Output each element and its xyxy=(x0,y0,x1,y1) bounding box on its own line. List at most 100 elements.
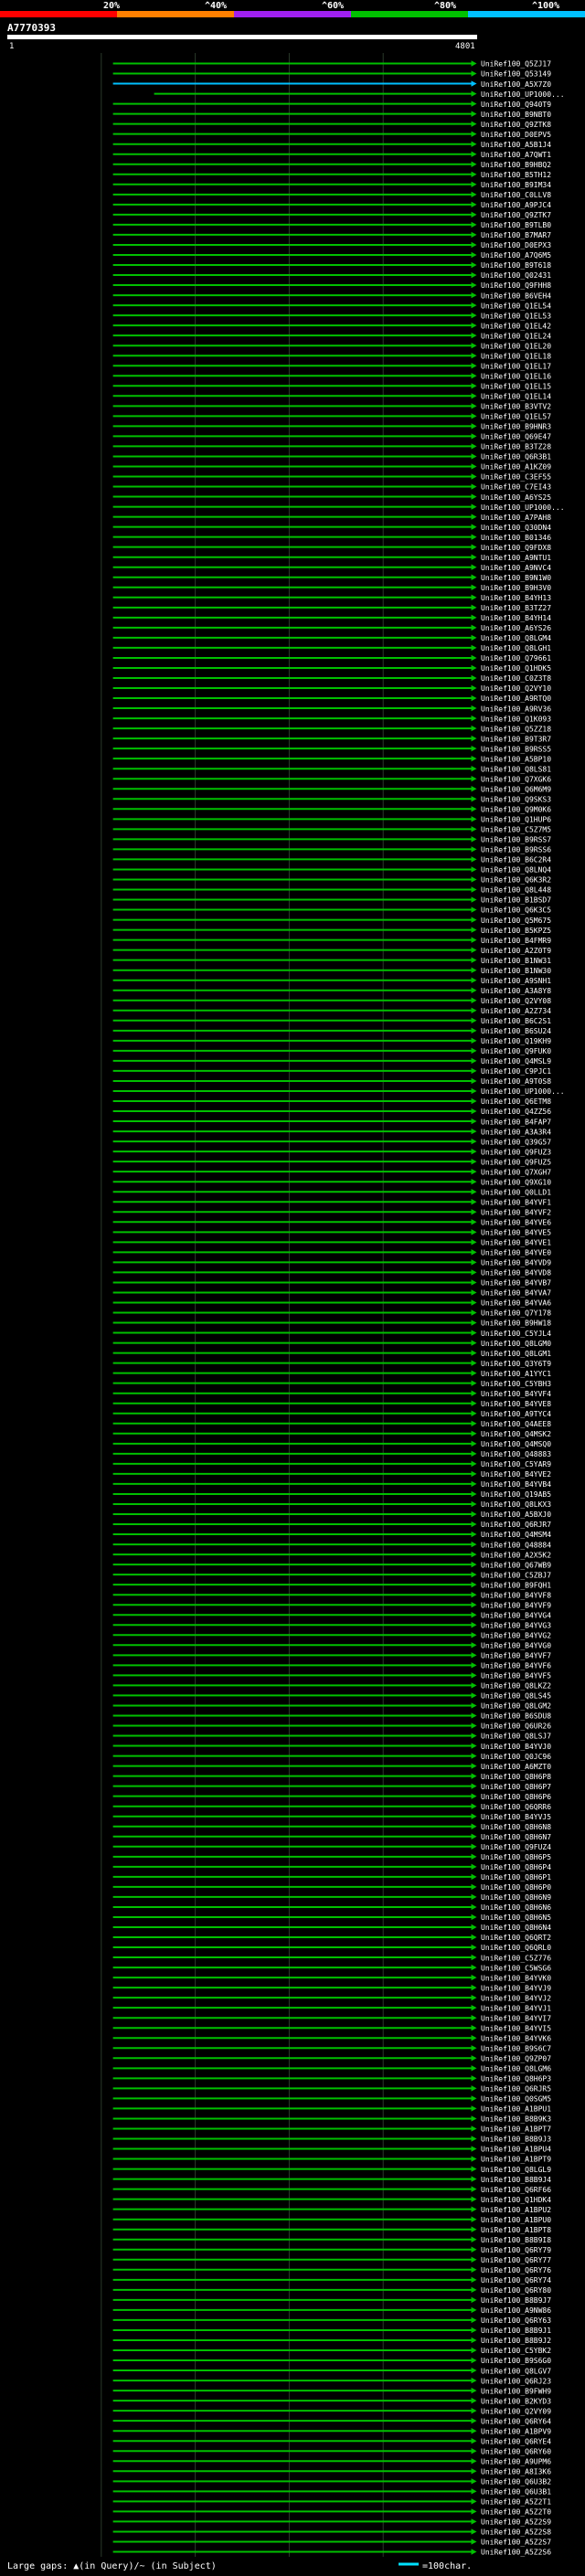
hit-row[interactable]: UniRef100_B9IM34 xyxy=(112,181,552,189)
hit-row[interactable]: UniRef100_Q6K3R2 xyxy=(112,876,552,885)
hit-label[interactable]: UniRef100_Q7XGH7 xyxy=(481,1168,551,1176)
hit-label[interactable]: UniRef100_B8B9J2 xyxy=(481,2337,551,2345)
hit-label[interactable]: UniRef100_Q1HDK5 xyxy=(481,664,551,673)
hit-row[interactable]: UniRef100_B4YVB7 xyxy=(112,1279,552,1288)
hit-label[interactable]: UniRef100_B4YVE2 xyxy=(481,1470,551,1479)
hit-label[interactable]: UniRef100_Q6U3B1 xyxy=(481,2488,551,2496)
hit-row[interactable]: UniRef100_Q4MSK2 xyxy=(112,1430,552,1438)
hit-row[interactable]: UniRef100_B9RSS5 xyxy=(112,745,552,753)
hit-label[interactable]: UniRef100_UP1000... xyxy=(481,504,565,512)
hit-row[interactable]: UniRef100_A6YS25 xyxy=(112,493,552,502)
hit-label[interactable]: UniRef100_B4FMR9 xyxy=(481,937,551,945)
hit-label[interactable]: UniRef100_B5KPZ5 xyxy=(481,927,551,935)
hit-label[interactable]: UniRef100_B4YVE1 xyxy=(481,1239,551,1247)
hit-label[interactable]: UniRef100_Q2VY09 xyxy=(481,2407,551,2415)
hit-row[interactable]: UniRef100_A5B1J4 xyxy=(112,141,552,149)
hit-row[interactable]: UniRef100_B4YVE2 xyxy=(112,1470,552,1479)
hit-label[interactable]: UniRef100_Q4ZZ56 xyxy=(481,1108,551,1116)
hit-label[interactable]: UniRef100_A9PJC4 xyxy=(481,201,551,209)
hit-row[interactable]: UniRef100_UP1000... xyxy=(154,90,565,99)
hit-row[interactable]: UniRef100_Q8H6P0 xyxy=(112,1883,552,1892)
hit-row[interactable]: UniRef100_Q8LNQ4 xyxy=(112,866,552,875)
hit-label[interactable]: UniRef100_C0Z3T8 xyxy=(481,674,551,683)
hit-row[interactable]: UniRef100_Q30DN4 xyxy=(112,524,552,532)
hit-label[interactable]: UniRef100_UP1000... xyxy=(481,90,565,99)
hit-label[interactable]: UniRef100_Q69E47 xyxy=(481,433,551,441)
hit-row[interactable]: UniRef100_Q9ZTK7 xyxy=(112,211,552,219)
hit-label[interactable]: UniRef100_Q7XGK6 xyxy=(481,775,551,783)
hit-label[interactable]: UniRef100_Q8LNQ4 xyxy=(481,866,551,875)
hit-label[interactable]: UniRef100_B4YH13 xyxy=(481,594,551,602)
hit-label[interactable]: UniRef100_B4YVB4 xyxy=(481,1480,551,1489)
hit-label[interactable]: UniRef100_B6C2R4 xyxy=(481,856,551,864)
hit-row[interactable]: UniRef100_Q6QRT2 xyxy=(112,1934,552,1942)
hit-row[interactable]: UniRef100_A9UPM6 xyxy=(112,2457,552,2465)
hit-row[interactable]: UniRef100_B4YVG4 xyxy=(112,1611,552,1619)
hit-row[interactable]: UniRef100_B9FWH9 xyxy=(112,2387,552,2395)
hit-row[interactable]: UniRef100_Q4MSM4 xyxy=(112,1531,552,1539)
hit-row[interactable]: UniRef100_B7MAR7 xyxy=(112,231,552,239)
hit-label[interactable]: UniRef100_Q9FHH8 xyxy=(481,281,551,290)
hit-label[interactable]: UniRef100_Q8H6P8 xyxy=(481,1773,551,1781)
hit-label[interactable]: UniRef100_Q6RY79 xyxy=(481,2246,551,2254)
hit-label[interactable]: UniRef100_A9T0S8 xyxy=(481,1077,551,1086)
hit-row[interactable]: UniRef100_B4YVK6 xyxy=(112,2034,552,2042)
hit-row[interactable]: UniRef100_B9RSS6 xyxy=(112,846,552,854)
hit-label[interactable]: UniRef100_Q79661 xyxy=(481,654,551,663)
hit-label[interactable]: UniRef100_C5YBH3 xyxy=(481,1380,551,1388)
hit-label[interactable]: UniRef100_A7QWT1 xyxy=(481,151,551,159)
hit-row[interactable]: UniRef100_Q1EL14 xyxy=(112,393,552,401)
hit-row[interactable]: UniRef100_Q8H6P5 xyxy=(112,1853,552,1861)
hit-label[interactable]: UniRef100_Q8H6P7 xyxy=(481,1783,551,1791)
hit-label[interactable]: UniRef100_Q4MSQ0 xyxy=(481,1440,551,1448)
hit-label[interactable]: UniRef100_B9RSS7 xyxy=(481,836,551,844)
hit-row[interactable]: UniRef100_Q6ETM8 xyxy=(112,1097,552,1106)
hit-label[interactable]: UniRef100_B3TZ28 xyxy=(481,443,551,451)
hit-row[interactable]: UniRef100_Q6M6M9 xyxy=(112,785,552,793)
hit-row[interactable]: UniRef100_C7EI43 xyxy=(112,483,552,492)
hit-label[interactable]: UniRef100_Q9FUZ5 xyxy=(481,1158,551,1166)
hit-label[interactable]: UniRef100_Q8LGM1 xyxy=(481,1350,551,1358)
hit-label[interactable]: UniRef100_B8B9J3 xyxy=(481,2136,551,2144)
hit-row[interactable]: UniRef100_B4YVE1 xyxy=(112,1239,552,1247)
hit-label[interactable]: UniRef100_Q8LGM0 xyxy=(481,1340,551,1348)
hit-label[interactable]: UniRef100_B4YVD8 xyxy=(481,1269,551,1277)
hit-label[interactable]: UniRef100_Q8H6P5 xyxy=(481,1853,551,1861)
hit-row[interactable]: UniRef100_A6MZT0 xyxy=(112,1763,552,1771)
hit-row[interactable]: UniRef100_Q0JC96 xyxy=(112,1753,552,1761)
hit-label[interactable]: UniRef100_C5YJL4 xyxy=(481,1330,551,1338)
hit-label[interactable]: UniRef100_B6VEH4 xyxy=(481,292,551,300)
hit-row[interactable]: UniRef100_Q69E47 xyxy=(112,433,552,441)
hit-row[interactable]: UniRef100_B4YH14 xyxy=(112,614,552,622)
hit-row[interactable]: UniRef100_Q1EL17 xyxy=(112,362,552,370)
hit-label[interactable]: UniRef100_Q8H6P1 xyxy=(481,1873,551,1882)
hit-row[interactable]: UniRef100_A5BP10 xyxy=(112,755,552,763)
hit-row[interactable]: UniRef100_B2KYD3 xyxy=(112,2397,552,2405)
hit-row[interactable]: UniRef100_Q8H6N8 xyxy=(112,1823,552,1831)
hit-row[interactable]: UniRef100_A5BXJ0 xyxy=(112,1511,552,1519)
hit-label[interactable]: UniRef100_Q9XG10 xyxy=(481,1178,551,1186)
hit-row[interactable]: UniRef100_B6SDU8 xyxy=(112,1712,552,1721)
hit-row[interactable]: UniRef100_B4YVF1 xyxy=(112,1198,552,1206)
hit-row[interactable]: UniRef100_B4YVG2 xyxy=(112,1631,552,1639)
hit-row[interactable]: UniRef100_A6YS26 xyxy=(112,624,552,632)
hit-label[interactable]: UniRef100_A3A3R4 xyxy=(481,1128,551,1136)
hit-label[interactable]: UniRef100_Q19KH9 xyxy=(481,1037,551,1045)
hit-row[interactable]: UniRef100_A5X7Z0 xyxy=(112,80,552,89)
hit-row[interactable]: UniRef100_Q4MSQ0 xyxy=(112,1440,552,1448)
hit-label[interactable]: UniRef100_Q5M675 xyxy=(481,917,551,925)
hit-row[interactable]: UniRef100_A9T0S8 xyxy=(112,1077,552,1086)
hit-row[interactable]: UniRef100_Q8LS45 xyxy=(112,1692,552,1701)
hit-label[interactable]: UniRef100_Q48884 xyxy=(481,1541,551,1549)
hit-label[interactable]: UniRef100_B9HNR3 xyxy=(481,423,551,431)
hit-row[interactable]: UniRef100_B5TH12 xyxy=(112,171,552,179)
hit-label[interactable]: UniRef100_A7Q6M5 xyxy=(481,251,551,260)
hit-row[interactable]: UniRef100_B6VEH4 xyxy=(112,292,552,300)
hit-label[interactable]: UniRef100_A9RV36 xyxy=(481,705,551,713)
hit-label[interactable]: UniRef100_Q0SGM5 xyxy=(481,2095,551,2104)
hit-label[interactable]: UniRef100_Q6UR26 xyxy=(481,1723,551,1731)
hit-row[interactable]: UniRef100_C5YBH3 xyxy=(112,1380,552,1388)
hit-row[interactable]: UniRef100_B8B9J4 xyxy=(112,2176,552,2184)
hit-row[interactable]: UniRef100_B9RSS7 xyxy=(112,836,552,844)
hit-label[interactable]: UniRef100_Q2VY08 xyxy=(481,997,551,1005)
